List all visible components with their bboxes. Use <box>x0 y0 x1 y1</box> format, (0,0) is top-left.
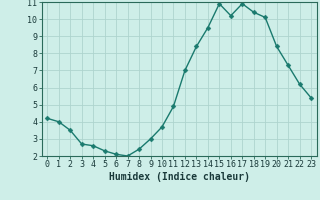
X-axis label: Humidex (Indice chaleur): Humidex (Indice chaleur) <box>109 172 250 182</box>
